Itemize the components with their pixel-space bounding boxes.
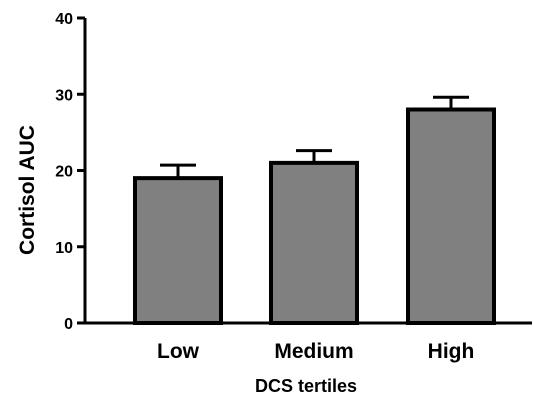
y-axis-title: Cortisol AUC [16, 125, 39, 255]
y-tick-label: 20 [55, 164, 73, 181]
x-axis-title: DCS tertiles [255, 376, 357, 396]
y-tick-label: 10 [55, 240, 73, 257]
bar-low [133, 176, 223, 325]
x-category-label: High [428, 340, 475, 363]
x-category-labels: Low Medium High [157, 340, 474, 363]
y-tick-label: 30 [55, 87, 73, 104]
x-category-label: Low [157, 340, 200, 363]
bar-medium [269, 160, 359, 325]
y-ticks: 0 10 20 30 40 [55, 11, 85, 333]
y-tick-label: 40 [55, 11, 73, 28]
bar-high [406, 107, 496, 325]
bars-layer [133, 95, 496, 325]
y-tick-label: 0 [64, 316, 73, 333]
x-category-label: Medium [274, 340, 353, 363]
